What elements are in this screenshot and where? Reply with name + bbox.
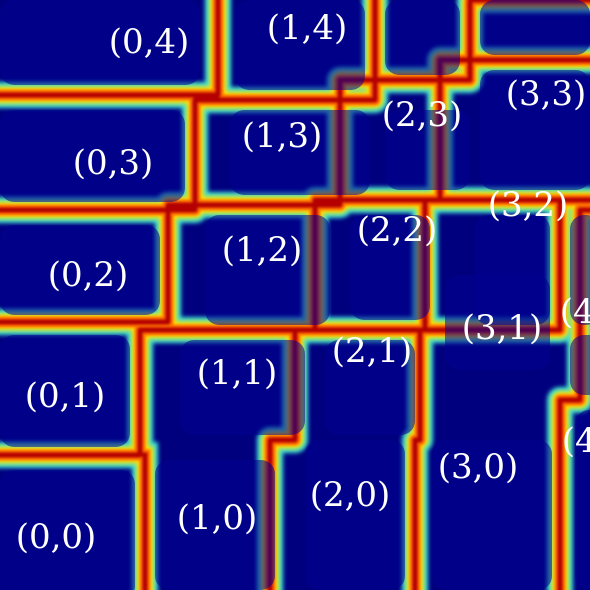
cell-label-2-3: (2,3) xyxy=(381,95,463,135)
boundary-line xyxy=(0,0,221,98)
cell-label-4-1: (4,1) xyxy=(559,292,590,332)
cell-label-1-1: (1,1) xyxy=(196,353,278,393)
cell-block xyxy=(385,0,460,75)
cell-label-0-4: (0,4) xyxy=(108,22,190,62)
cell-block xyxy=(432,440,552,590)
boundary-line xyxy=(557,207,590,590)
cell-block xyxy=(480,0,590,55)
cell-block xyxy=(350,215,430,320)
cell-block xyxy=(230,110,370,195)
cell-block xyxy=(205,215,330,325)
cell-label-1-0: (1,0) xyxy=(176,498,258,538)
cell-block xyxy=(570,215,590,325)
cell-block xyxy=(325,340,415,435)
cell-block xyxy=(570,335,590,395)
cell-block xyxy=(0,110,185,202)
boundary-line xyxy=(0,0,378,213)
cell-label-4-0: (4,0) xyxy=(561,421,590,461)
cell-block xyxy=(575,410,590,590)
cell-block xyxy=(180,340,305,435)
boundary-line xyxy=(412,197,563,590)
cell-block xyxy=(0,470,135,590)
cell-label-2-1: (2,1) xyxy=(331,331,413,371)
cell-block xyxy=(0,0,200,85)
cell-label-2-2: (2,2) xyxy=(356,210,438,250)
cell-label-0-3: (0,3) xyxy=(72,143,154,183)
cell-block xyxy=(480,70,590,190)
cell-block xyxy=(0,225,160,315)
cell-label-1-3: (1,3) xyxy=(241,116,323,156)
cell-label-0-1: (0,1) xyxy=(24,376,106,416)
boundary-line xyxy=(267,197,590,590)
cell-label-3-2: (3,2) xyxy=(487,185,569,225)
cell-block xyxy=(305,440,405,590)
cell-label-3-0: (3,0) xyxy=(437,447,519,487)
cell-block xyxy=(385,110,470,190)
cell-block xyxy=(0,335,130,447)
cell-label-1-2: (1,2) xyxy=(221,230,303,270)
cell-label-0-2: (0,2) xyxy=(47,255,129,295)
cell-label-3-3: (3,3) xyxy=(505,74,587,114)
cell-label-2-0: (2,0) xyxy=(309,475,391,515)
cell-label-1-4: (1,4) xyxy=(266,8,348,48)
cell-block xyxy=(235,0,365,90)
cell-label-3-1: (3,1) xyxy=(461,308,543,348)
cell-block xyxy=(155,460,275,590)
cell-label-0-0: (0,0) xyxy=(15,517,97,557)
cell-block xyxy=(445,275,550,370)
